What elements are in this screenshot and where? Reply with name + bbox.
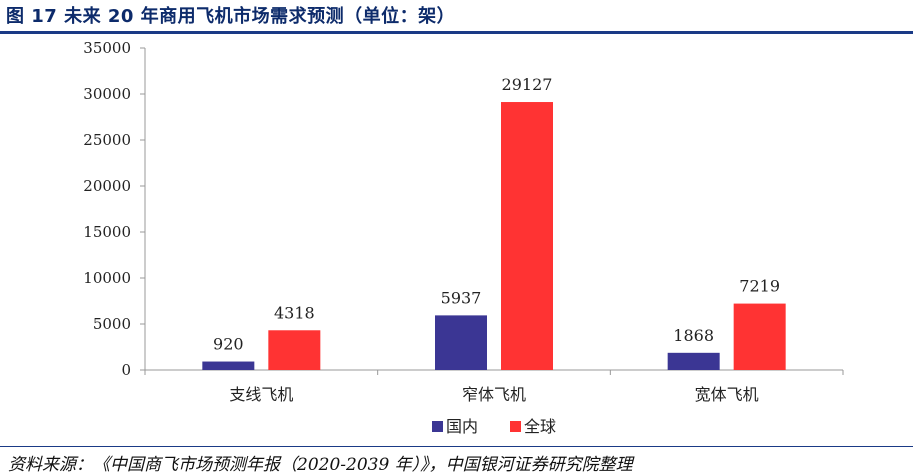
y-tick-label: 10000: [83, 269, 131, 287]
legend-label: 全球: [524, 417, 556, 436]
bar: [667, 352, 720, 370]
bar-series: 920 5937 1868 4318 29127 7219: [202, 75, 786, 370]
legend-label: 国内: [446, 417, 478, 436]
chart-legend: 国内 全球: [432, 417, 556, 436]
bar: [202, 361, 255, 370]
x-axis: 支线飞机 窄体飞机 宽体飞机: [144, 369, 844, 404]
figure-title: 图 17 未来 20 年商用飞机市场需求预测（单位：架）: [6, 6, 456, 27]
x-category-label: 窄体飞机: [462, 385, 526, 404]
data-label: 29127: [502, 75, 553, 94]
bar: [435, 315, 487, 370]
x-category-label: 宽体飞机: [695, 385, 759, 404]
data-label: 920: [213, 335, 244, 354]
footer-divider: [0, 446, 913, 447]
y-tick-label: 25000: [83, 131, 131, 149]
legend-swatch: [510, 421, 521, 432]
y-tick-label: 30000: [83, 85, 131, 103]
legend-swatch: [432, 421, 443, 432]
y-tick-label: 35000: [83, 39, 131, 57]
bar: [733, 303, 786, 370]
data-label: 7219: [739, 277, 780, 296]
bar-chart: 0 5000 10000 15000 20000 25000 30000 35000 支线飞机…: [83, 39, 844, 436]
source-note: 资料来源：《中国商飞市场预测年报（2020-2039 年）》，中国银河证券研究院…: [8, 455, 633, 475]
data-label: 1868: [673, 326, 714, 345]
data-label: 5937: [441, 288, 482, 307]
y-tick-label: 20000: [83, 177, 131, 195]
bar: [268, 330, 321, 370]
bar: [501, 102, 553, 370]
y-tick-label: 0: [121, 361, 131, 379]
title-divider: [0, 31, 913, 34]
y-tick-label: 15000: [83, 223, 131, 241]
x-category-label: 支线飞机: [229, 385, 293, 404]
y-tick-label: 5000: [93, 315, 131, 333]
y-axis: 0 5000 10000 15000 20000 25000 30000 35000: [83, 39, 146, 379]
data-label: 4318: [274, 303, 315, 322]
